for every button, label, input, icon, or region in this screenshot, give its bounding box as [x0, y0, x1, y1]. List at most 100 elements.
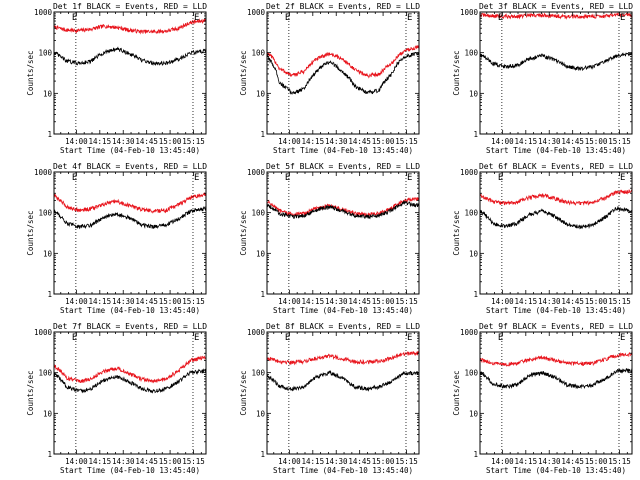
corner-mark: E [620, 333, 625, 343]
corner-mark: E [194, 13, 199, 23]
x-axis-label: Start Time (04-Feb-10 13:45:40) [486, 466, 626, 475]
x-tick-label: 14:45 [135, 457, 158, 466]
x-tick-label: 15:00 [372, 137, 395, 146]
y-tick-label: 1000 [247, 328, 266, 337]
y-tick-label: 1000 [34, 328, 53, 337]
corner-mark: E [407, 173, 412, 183]
y-axis-label: Counts/sec [452, 50, 461, 95]
y-tick-label: 10 [43, 249, 53, 258]
x-axis-label: Start Time (04-Feb-10 13:45:40) [273, 146, 413, 155]
x-tick-label: 14:00 [491, 457, 514, 466]
corner-mark: E [620, 13, 625, 23]
panel-title: Det 9f BLACK = Events, RED = LLD [479, 322, 633, 331]
x-tick-label: 15:00 [159, 297, 182, 306]
plot-frame [479, 11, 633, 135]
y-axis-label: Counts/sec [26, 50, 35, 95]
series-line-lld [267, 196, 419, 218]
x-tick-label: 14:15 [89, 297, 112, 306]
series-line-lld [480, 12, 632, 20]
detector-panel-2: Det 2f BLACK = Events, RED = LLD E E 1 10 100… [239, 2, 420, 155]
panel-title: Det 2f BLACK = Events, RED = LLD [266, 2, 420, 11]
x-tick-label: 14:00 [491, 137, 514, 146]
series-line-events [267, 52, 419, 95]
x-tick-label: 14:15 [89, 457, 112, 466]
x-axis-label: Start Time (04-Feb-10 13:45:40) [273, 466, 413, 475]
x-axis-label: Start Time (04-Feb-10 13:45:40) [486, 306, 626, 315]
y-tick-label: 100 [464, 49, 478, 58]
y-axis-label: Counts/sec [26, 370, 35, 415]
y-tick-label: 100 [464, 209, 478, 218]
series-line-events [480, 368, 632, 390]
x-axis-label: Start Time (04-Feb-10 13:45:40) [486, 146, 626, 155]
detector-panel-1: Det 1f BLACK = Events, RED = LLD E E 1 10 100… [26, 2, 207, 155]
x-axis-label: Start Time (04-Feb-10 13:45:40) [273, 306, 413, 315]
panel-title: Det 7f BLACK = Events, RED = LLD [53, 322, 207, 331]
y-tick-label: 1000 [460, 328, 479, 337]
y-tick-label: 1 [260, 130, 265, 139]
corner-mark: E [285, 13, 290, 23]
x-tick-label: 14:00 [278, 297, 301, 306]
x-tick-label: 14:15 [515, 297, 538, 306]
corner-mark: E [498, 333, 503, 343]
series-line-events [54, 46, 206, 67]
series-line-events [267, 370, 419, 392]
panel-title: Det 4f BLACK = Events, RED = LLD [53, 162, 207, 171]
x-tick-label: 14:30 [538, 297, 561, 306]
y-tick-label: 100 [464, 369, 478, 378]
x-tick-label: 14:15 [302, 137, 325, 146]
x-tick-label: 15:15 [395, 137, 418, 146]
y-tick-label: 100 [38, 49, 52, 58]
y-tick-label: 1 [473, 450, 478, 459]
y-tick-label: 100 [251, 369, 265, 378]
detector-panel-3: Det 3f BLACK = Events, RED = LLD E E 1 10 100… [452, 2, 633, 155]
x-tick-label: 14:00 [65, 297, 88, 306]
detector-panel-9: Det 9f BLACK = Events, RED = LLD E E 1 10 100… [452, 322, 633, 475]
detector-panel-5: Det 5f BLACK = Events, RED = LLD E E 1 10 100… [239, 162, 420, 315]
plot-frame [53, 11, 207, 135]
detector-panel-6: Det 6f BLACK = Events, RED = LLD E E 1 10 100… [452, 162, 633, 315]
x-tick-label: 15:00 [585, 297, 608, 306]
x-tick-label: 14:30 [538, 457, 561, 466]
corner-mark: E [72, 333, 77, 343]
y-tick-label: 1000 [34, 168, 53, 177]
series-line-lld [54, 191, 206, 214]
y-tick-label: 1 [473, 130, 478, 139]
plot-frame [53, 331, 207, 455]
corner-mark: E [407, 333, 412, 343]
x-tick-label: 15:15 [395, 297, 418, 306]
x-tick-label: 15:00 [159, 137, 182, 146]
series-line-lld [480, 188, 632, 206]
detector-panel-7: Det 7f BLACK = Events, RED = LLD E E 1 10 100… [26, 322, 207, 475]
x-tick-label: 14:00 [278, 137, 301, 146]
x-tick-label: 15:00 [372, 297, 395, 306]
x-tick-label: 15:15 [182, 297, 205, 306]
panel-title: Det 5f BLACK = Events, RED = LLD [266, 162, 420, 171]
series-line-lld [480, 351, 632, 367]
x-tick-label: 14:15 [302, 457, 325, 466]
x-tick-label: 15:15 [608, 297, 631, 306]
x-tick-label: 14:15 [515, 137, 538, 146]
x-tick-label: 14:45 [561, 297, 584, 306]
y-tick-label: 10 [256, 409, 266, 418]
x-tick-label: 15:00 [585, 457, 608, 466]
corner-mark: E [498, 13, 503, 23]
x-tick-label: 14:30 [325, 457, 348, 466]
plot-frame [479, 171, 633, 295]
y-tick-label: 1000 [460, 168, 479, 177]
plot-frame [479, 331, 633, 455]
y-tick-label: 100 [251, 49, 265, 58]
series-line-events [54, 368, 206, 394]
series-line-lld [54, 355, 206, 384]
plot-frame [266, 171, 420, 295]
x-tick-label: 14:00 [65, 137, 88, 146]
x-tick-label: 15:15 [395, 457, 418, 466]
x-tick-label: 14:45 [135, 297, 158, 306]
x-tick-label: 15:15 [608, 457, 631, 466]
corner-mark: E [620, 173, 625, 183]
y-tick-label: 1 [260, 290, 265, 299]
detector-panel-4: Det 4f BLACK = Events, RED = LLD E E 1 10 100… [26, 162, 207, 315]
y-tick-label: 1 [47, 130, 52, 139]
corner-mark: E [285, 333, 290, 343]
x-tick-label: 14:30 [325, 297, 348, 306]
